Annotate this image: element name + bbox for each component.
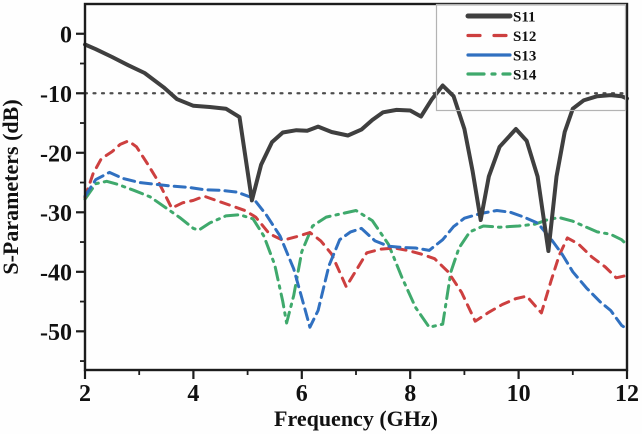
x-tick-label: 12 [615,381,639,407]
x-tick-label: 8 [404,381,416,407]
axes-layer: 2 4 6 8 10 12 0 -10 -20 -30 -40 -50 [40,2,639,407]
series-s14-line [83,179,629,329]
legend-box [435,3,627,112]
series-s11-line [83,42,629,253]
legend-label-s13: S13 [513,49,536,65]
x-tick-label: 2 [79,381,91,407]
x-tick-label: 4 [187,381,199,407]
plot-layer [83,42,629,331]
legend-label-s11: S11 [513,10,536,26]
x-axis-title: Frequency (GHz) [274,406,438,431]
x-tick-label: 10 [507,381,531,407]
legend-label-s12: S12 [513,29,536,45]
series-s12-line [83,139,629,323]
y-tick-label: -50 [40,320,72,346]
y-tick-label: 0 [60,22,72,48]
y-tick-label: -20 [40,141,72,167]
series-s13-line [83,170,629,331]
x-tick-label: 6 [296,381,308,407]
legend-label-s14: S14 [513,68,537,84]
y-tick-label: -40 [40,260,72,286]
y-tick-label: -10 [40,82,72,108]
y-axis-title: S-Parameters (dB) [0,99,23,274]
y-tick-label: -30 [40,201,72,227]
legend: S11 S12 S13 S14 [435,3,627,112]
